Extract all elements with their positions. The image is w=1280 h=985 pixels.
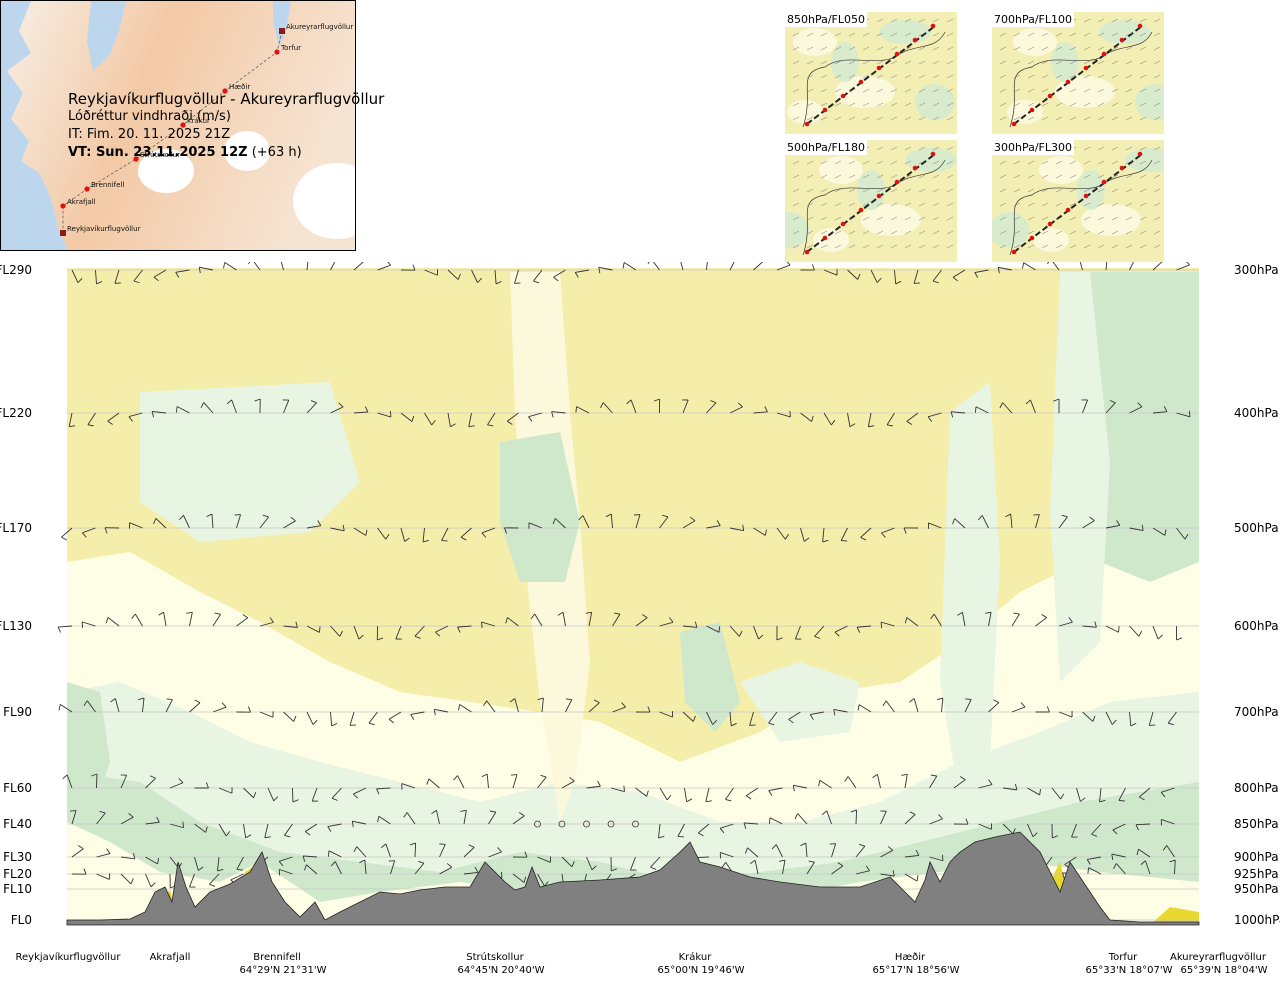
- cross-section-svg: FL290 300hPa FL220 400hPa FL170 500hPa FL130 60…: [0, 262, 1280, 981]
- location-coord: 64°29'N 21°31'W: [240, 965, 327, 976]
- location-name: Hæðir: [895, 952, 926, 963]
- fl-label: FL30: [3, 850, 32, 864]
- fl-label: FL20: [3, 867, 32, 881]
- fl-label: FL60: [3, 781, 32, 795]
- cross-section-chart: FL290 300hPa FL220 400hPa FL170 500hPa FL130 60…: [0, 262, 1280, 981]
- hpa-label: 700hPa: [1234, 705, 1279, 719]
- route-point-label: Reykjavíkurflugvöllur: [67, 225, 141, 233]
- hpa-label: 400hPa: [1234, 406, 1279, 420]
- issue-time: IT: Fim. 20. 11. 2025 21Z: [68, 126, 378, 144]
- fl-label: FL40: [3, 817, 32, 831]
- level-map-label: 700hPa/FL100: [992, 12, 1074, 27]
- vertical-wind-field: [67, 268, 1199, 925]
- fl-label: FL0: [11, 913, 32, 927]
- level-map-thumb: 500hPa/FL180: [785, 140, 957, 262]
- valid-time-bold: VT: Sun. 23.11.2025 12Z: [68, 145, 248, 160]
- location-name: Torfur: [1108, 952, 1138, 963]
- chart-title: Reykjavíkurflugvöllur - Akureyrarflugvöl…: [68, 90, 378, 108]
- valid-time-offset: (+63 h): [252, 145, 302, 160]
- hpa-label: 925hPa: [1234, 867, 1279, 881]
- location-name: Brennifell: [253, 952, 301, 963]
- route-waypoint-marker: [84, 186, 89, 191]
- hpa-label: 600hPa: [1234, 619, 1279, 633]
- location-labels: Reykjavíkurflugvöllur Akrafjall Brennifell…: [16, 951, 1268, 976]
- fl-label: FL170: [0, 521, 32, 535]
- route-point-label: Akrafjall: [67, 198, 96, 206]
- hpa-label: 500hPa: [1234, 521, 1279, 535]
- hpa-label: 800hPa: [1234, 781, 1279, 795]
- location-coord: 65°39'N 18°04'W: [1181, 965, 1268, 976]
- level-map-thumb: 300hPa/FL300: [992, 140, 1164, 262]
- hpa-label: 850hPa: [1234, 817, 1279, 831]
- hpa-label: 900hPa: [1234, 850, 1279, 864]
- title-block: Reykjavíkurflugvöllur - Akureyrarflugvöl…: [68, 90, 378, 162]
- route-waypoint-marker: [60, 203, 65, 208]
- location-coord: 65°33'N 18°07'W: [1086, 965, 1173, 976]
- level-map-label: 850hPa/FL050: [785, 12, 867, 27]
- level-map-label: 300hPa/FL300: [992, 140, 1074, 155]
- location-coord: 65°17'N 18°56'W: [873, 965, 960, 976]
- fl-label: FL130: [0, 619, 32, 633]
- fl-label: FL10: [3, 882, 32, 896]
- location-name: Reykjavíkurflugvöllur: [16, 951, 122, 963]
- route-point-label: Akureyrarflugvöllur: [286, 23, 353, 31]
- location-name: Strútskollur: [466, 951, 524, 963]
- fl-label: FL90: [3, 705, 32, 719]
- route-waypoint-marker: [274, 49, 279, 54]
- level-map-label: 500hPa/FL180: [785, 140, 867, 155]
- hpa-label: 300hPa: [1234, 263, 1279, 277]
- route-airport-marker: [60, 230, 66, 236]
- hpa-label: 950hPa: [1234, 882, 1279, 896]
- fl-label: FL290: [0, 263, 32, 277]
- level-map-thumb: 850hPa/FL050: [785, 12, 957, 134]
- hpa-label: 1000hPa: [1234, 913, 1280, 927]
- location-coord: 65°00'N 19°46'W: [658, 965, 745, 976]
- location-name: Akrafjall: [150, 952, 191, 963]
- route-point-label: Torfur: [280, 44, 301, 52]
- route-point-label: Brennifell: [91, 181, 124, 189]
- location-coord: 64°45'N 20°40'W: [458, 965, 545, 976]
- level-map-thumb: 700hPa/FL100: [992, 12, 1164, 134]
- route-airport-marker: [279, 28, 285, 34]
- fl-label: FL220: [0, 406, 32, 420]
- chart-subtitle: Lóðréttur vindhraði (m/s): [68, 108, 378, 126]
- location-name: Krákur: [679, 951, 713, 963]
- valid-time: VT: Sun. 23.11.2025 12Z (+63 h): [68, 144, 378, 162]
- location-name: Akureyrarflugvöllur: [1170, 952, 1267, 963]
